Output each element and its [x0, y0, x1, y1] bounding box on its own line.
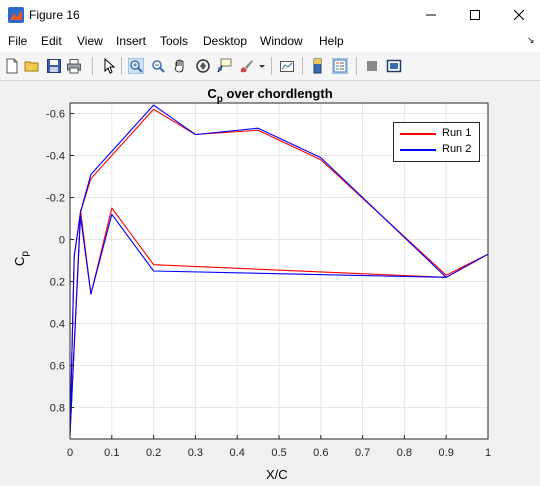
brush-dropdown-arrow-icon[interactable] [258, 58, 266, 74]
brush-icon[interactable] [238, 58, 254, 74]
menu-file[interactable]: File [8, 34, 28, 48]
y-tick-label: 0.8 [50, 403, 65, 415]
zoom-in-icon[interactable] [128, 58, 144, 74]
plot-title: Cp over chordlength [207, 86, 333, 105]
legend-icon[interactable] [332, 58, 348, 74]
close-button[interactable] [496, 0, 540, 30]
toolbar-separator [356, 57, 357, 75]
x-tick-label: 0.2 [146, 447, 161, 459]
x-tick-label: 0.7 [355, 447, 370, 459]
minimize-button[interactable] [408, 0, 454, 30]
y-tick-label: 0.4 [50, 319, 65, 331]
zoom-out-icon[interactable] [150, 58, 166, 74]
menu-view[interactable]: View [77, 34, 103, 48]
tick-marks [69, 113, 489, 439]
x-tick-label: 0.3 [188, 447, 203, 459]
x-tick-label: 0.1 [104, 447, 119, 459]
figure-canvas: 0 0.1 0.2 0.3 0.4 0.5 0.6 0.7 0.8 0.9 1 -0.6 -0.4 -0.… [0, 81, 540, 486]
x-axis-label: X/C [266, 467, 288, 482]
legend-entry-run-2: Run 2 [394, 143, 479, 157]
series-layer [69, 104, 489, 436]
menu-window[interactable]: Window [260, 34, 303, 48]
y-tick-label: 0.6 [50, 361, 65, 373]
title-bar: Figure 16 [0, 0, 540, 30]
y-axis-label: Cp [12, 251, 31, 266]
maximize-button[interactable] [452, 0, 498, 30]
pan-icon[interactable] [172, 58, 188, 74]
toolbar-separator [121, 57, 122, 75]
new-figure-icon[interactable] [4, 58, 20, 74]
x-tick-label: 0.5 [271, 447, 286, 459]
legend[interactable]: Run 1 Run 2 [393, 122, 480, 162]
x-tick-label: 0.9 [439, 447, 454, 459]
data-cursor-icon[interactable] [216, 58, 232, 74]
toolbar-separator [271, 57, 272, 75]
minimize-icon [426, 14, 436, 16]
y-tick-label: -0.2 [46, 193, 65, 205]
menu-tools[interactable]: Tools [160, 34, 189, 48]
maximize-icon [470, 10, 480, 20]
show-plot-tools-icon[interactable] [386, 58, 402, 74]
x-tick-label: 0.6 [313, 447, 328, 459]
window-title: Figure 16 [29, 8, 80, 22]
save-icon[interactable] [46, 58, 62, 74]
colorbar-icon[interactable] [310, 58, 326, 74]
y-tick-label: -0.4 [46, 151, 65, 163]
rotate-3d-icon[interactable] [195, 58, 211, 74]
tick-labels: 0 0.1 0.2 0.3 0.4 0.5 0.6 0.7 0.8 0.9 1 -0.6 -0.4 -0.… [46, 109, 491, 460]
legend-line-run-1 [400, 133, 436, 135]
print-icon[interactable] [66, 58, 82, 74]
y-tick-label: 0 [59, 235, 65, 247]
x-tick-label: 0 [67, 447, 73, 459]
series-line-run-2 [69, 104, 489, 436]
toolbar-separator [92, 57, 93, 75]
link-plot-icon[interactable] [279, 58, 295, 74]
menu-edit[interactable]: Edit [41, 34, 62, 48]
legend-label-run-1: Run 1 [442, 127, 472, 139]
y-tick-label: 0.2 [50, 277, 65, 289]
menu-help[interactable]: Help [319, 34, 344, 48]
open-folder-icon[interactable] [24, 58, 40, 74]
legend-entry-run-1: Run 1 [394, 127, 479, 141]
pointer-icon[interactable] [101, 58, 117, 74]
figure-toolbar [0, 52, 540, 81]
x-tick-label: 0.4 [230, 447, 245, 459]
legend-line-run-2 [400, 149, 436, 151]
hide-plot-tools-icon[interactable] [364, 58, 380, 74]
y-tick-label: -0.6 [46, 109, 65, 121]
toolbar-separator [302, 57, 303, 75]
menu-overflow-arrow-icon[interactable]: ↘ [527, 35, 535, 45]
legend-label-run-2: Run 2 [442, 143, 472, 155]
x-tick-label: 1 [485, 447, 491, 459]
menu-bar: File Edit View Insert Tools Desktop Wind… [0, 30, 540, 52]
matlab-figure-icon [8, 7, 24, 23]
menu-desktop[interactable]: Desktop [203, 34, 248, 48]
grid-lines [69, 103, 489, 439]
menu-insert[interactable]: Insert [116, 34, 147, 48]
x-tick-label: 0.8 [397, 447, 412, 459]
close-icon [514, 10, 524, 20]
